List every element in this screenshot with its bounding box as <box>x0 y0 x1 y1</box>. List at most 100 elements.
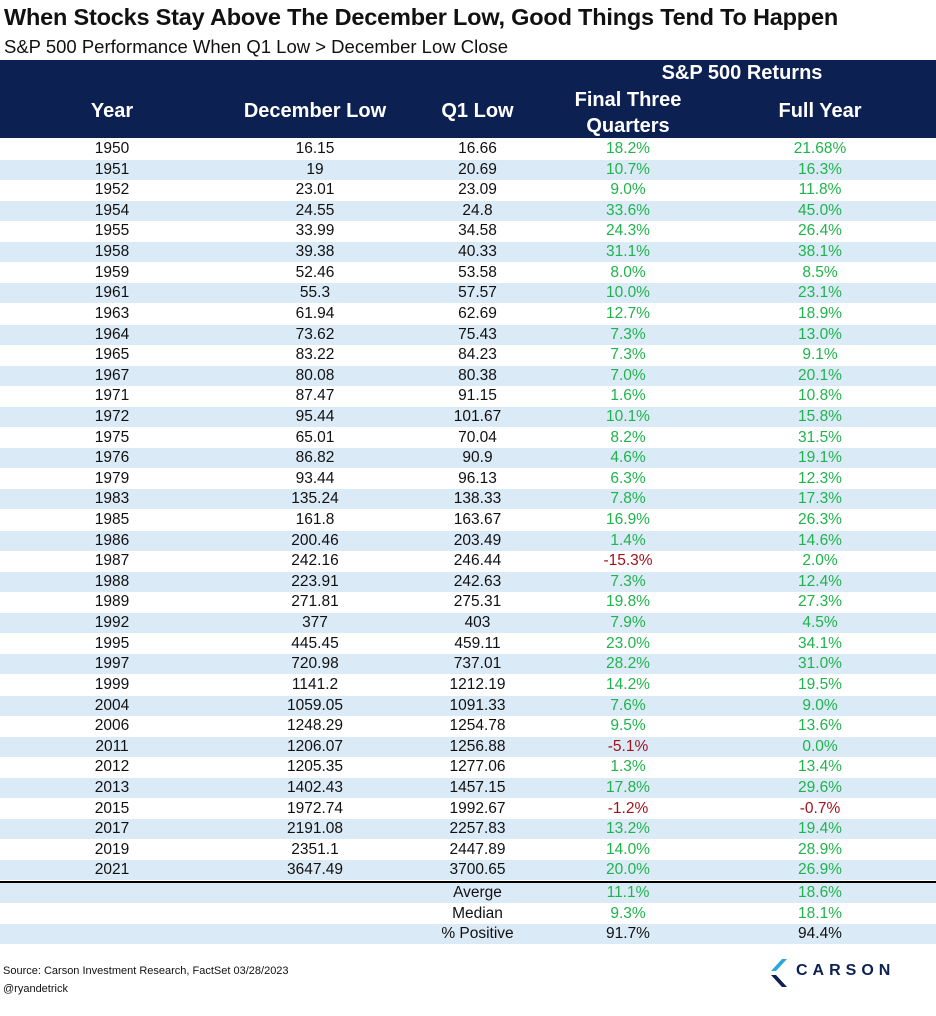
summary-final-three-quarters: 9.3% <box>610 904 646 922</box>
cell-final-three-quarters: 8.2% <box>610 428 646 446</box>
cell-december-low: 1059.05 <box>286 696 344 714</box>
cell-full-year: 10.8% <box>798 387 842 405</box>
cell-december-low: 86.82 <box>295 449 335 467</box>
cell-year: 1959 <box>94 263 130 281</box>
cell-full-year: 31.0% <box>798 655 842 673</box>
table-row: 1954 24.55 24.8 33.6% 45.0% <box>0 200 936 221</box>
table-row: 2017 2191.08 2257.83 13.2% 19.4% <box>0 819 936 840</box>
table-row: 1997 720.98 737.01 28.2% 31.0% <box>0 654 936 675</box>
cell-full-year: 14.6% <box>798 531 842 549</box>
cell-december-low: 52.46 <box>295 263 335 281</box>
carson-chevron-logo-icon <box>771 959 787 987</box>
cell-december-low: 83.22 <box>295 346 335 364</box>
cell-full-year: 26.4% <box>798 222 842 240</box>
cell-final-three-quarters: -1.2% <box>607 799 649 817</box>
cell-year: 1965 <box>94 346 130 364</box>
summary-full-year: 18.1% <box>798 904 842 922</box>
table-row: 1986 200.46 203.49 1.4% 14.6% <box>0 530 936 551</box>
cell-december-low: 23.01 <box>295 181 335 199</box>
cell-year: 1971 <box>94 387 130 405</box>
cell-year: 2019 <box>94 840 130 858</box>
cell-december-low: 93.44 <box>295 469 335 487</box>
header-group-sp500-returns: S&P 500 Returns <box>661 62 823 84</box>
cell-year: 2021 <box>94 861 130 879</box>
cell-q1-low: 90.9 <box>462 449 493 467</box>
author-handle: @ryandetrick <box>3 983 68 995</box>
cell-full-year: 13.4% <box>798 758 842 776</box>
cell-final-three-quarters: 19.8% <box>606 593 650 611</box>
cell-final-three-quarters: 12.7% <box>606 304 650 322</box>
cell-full-year: 12.3% <box>798 469 842 487</box>
table-row: 1995 445.45 459.11 23.0% 34.1% <box>0 634 936 654</box>
table-row: 2013 1402.43 1457.15 17.8% 29.6% <box>0 777 936 798</box>
table-row: 2019 2351.1 2447.89 14.0% 28.9% <box>0 840 936 860</box>
cell-final-three-quarters: 10.0% <box>606 284 650 302</box>
cell-year: 1954 <box>94 201 130 219</box>
cell-year: 1979 <box>94 469 130 487</box>
cell-full-year: 15.8% <box>798 407 842 425</box>
carson-logo: CARSON <box>766 958 916 988</box>
cell-full-year: 2.0% <box>802 552 838 570</box>
cell-year: 1955 <box>94 222 130 240</box>
cell-december-low: 135.24 <box>291 490 339 508</box>
table-row: 1989 271.81 275.31 19.8% 27.3% <box>0 592 936 612</box>
cell-final-three-quarters: 10.7% <box>606 160 650 178</box>
cell-q1-low: 1091.33 <box>449 696 506 714</box>
source-note: Source: Carson Investment Research, Fact… <box>3 965 289 977</box>
cell-full-year: 27.3% <box>798 593 842 611</box>
cell-december-low: 161.8 <box>295 511 335 528</box>
cell-q1-low: 80.38 <box>458 366 497 384</box>
cell-year: 1989 <box>94 593 130 611</box>
cell-full-year: 19.1% <box>798 449 842 467</box>
cell-year: 1976 <box>94 449 130 467</box>
cell-final-three-quarters: 6.3% <box>610 469 646 487</box>
cell-full-year: 0.0% <box>802 737 838 755</box>
cell-year: 1997 <box>94 655 130 673</box>
cell-year: 2017 <box>94 820 130 838</box>
cell-year: 2015 <box>94 799 130 817</box>
table-row: 1964 73.62 75.43 7.3% 13.0% <box>0 324 936 345</box>
summary-row: % Positive 91.7% 94.4% <box>0 924 936 944</box>
cell-december-low: 65.01 <box>295 428 335 446</box>
cell-year: 1967 <box>94 366 130 384</box>
cell-q1-low: 70.04 <box>458 428 497 446</box>
cell-year: 1958 <box>94 243 130 261</box>
cell-q1-low: 403 <box>464 614 491 632</box>
summary-row: Median 9.3% 18.1% <box>0 904 936 924</box>
cell-full-year: 13.6% <box>798 717 842 735</box>
cell-december-low: 1972.74 <box>286 799 344 817</box>
cell-final-three-quarters: 20.0% <box>606 861 650 879</box>
cell-december-low: 19 <box>306 160 324 178</box>
cell-december-low: 2351.1 <box>291 840 339 858</box>
table-row: 1983 135.24 138.33 7.8% 17.3% <box>0 489 936 510</box>
cell-december-low: 39.38 <box>295 243 335 261</box>
carson-logo-text: CARSON <box>796 962 896 979</box>
cell-full-year: 26.9% <box>798 861 842 879</box>
cell-december-low: 95.44 <box>295 407 335 425</box>
cell-q1-low: 1256.88 <box>449 737 506 755</box>
cell-final-three-quarters: 28.2% <box>606 655 650 673</box>
cell-december-low: 1206.07 <box>286 737 344 755</box>
cell-q1-low: 23.09 <box>458 181 497 199</box>
cell-q1-low: 1277.06 <box>449 758 506 776</box>
cell-q1-low: 1992.67 <box>449 799 506 817</box>
cell-december-low: 377 <box>302 614 328 632</box>
cell-december-low: 1402.43 <box>286 778 344 796</box>
cell-december-low: 3647.49 <box>286 861 344 879</box>
table-row: 1971 87.47 91.15 1.6% 10.8% <box>0 386 936 406</box>
cell-year: 2013 <box>94 778 130 796</box>
cell-final-three-quarters: 17.8% <box>606 778 650 796</box>
cell-full-year: 11.8% <box>798 181 842 199</box>
cell-full-year: 29.6% <box>798 778 842 796</box>
cell-year: 1987 <box>94 552 130 570</box>
cell-year: 1992 <box>94 614 130 632</box>
summary-label: Averge <box>453 884 502 901</box>
table-row: 1952 23.01 23.09 9.0% 11.8% <box>0 180 936 200</box>
cell-year: 1951 <box>94 160 130 178</box>
summary-label: Median <box>452 904 503 922</box>
table-row: 1959 52.46 53.58 8.0% 8.5% <box>0 263 936 283</box>
cell-full-year: 9.0% <box>802 696 838 714</box>
cell-q1-low: 34.58 <box>458 222 497 240</box>
cell-december-low: 720.98 <box>291 655 339 673</box>
table-row: 2021 3647.49 3700.65 20.0% 26.9% <box>0 860 936 881</box>
